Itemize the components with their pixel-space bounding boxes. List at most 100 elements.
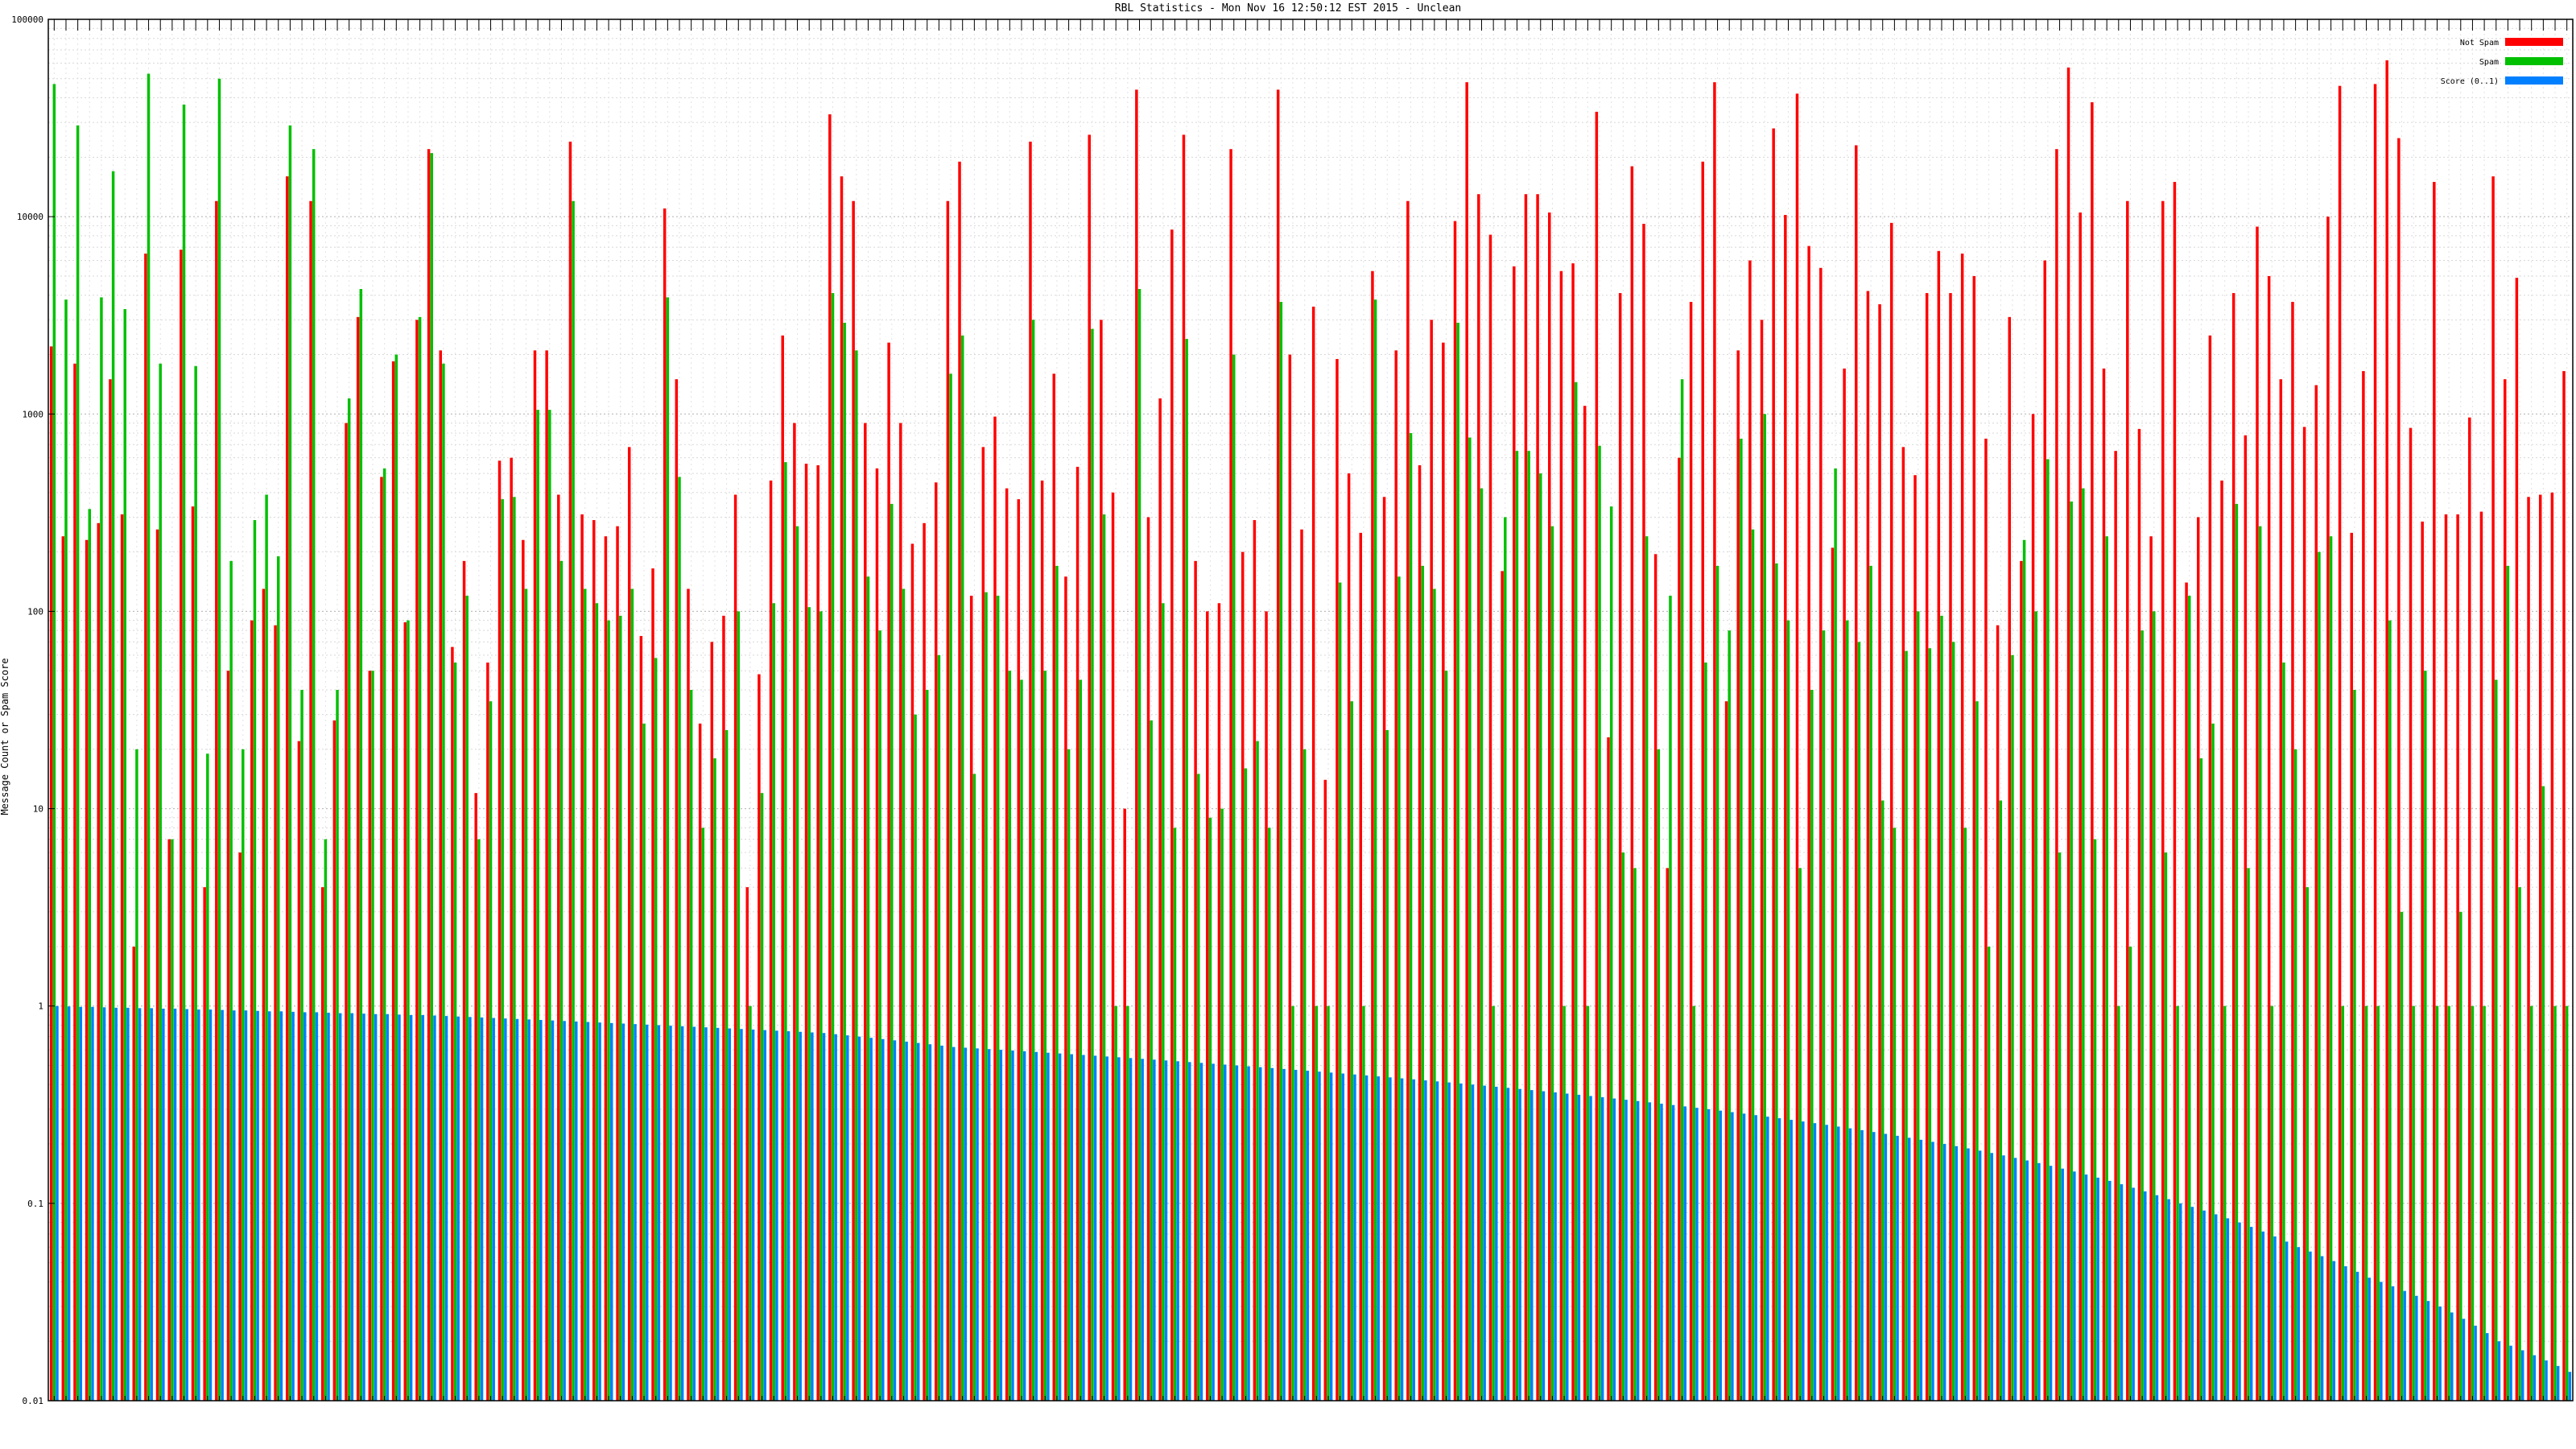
bar-not-spam xyxy=(651,568,654,1401)
bar-score-0-1- xyxy=(940,1045,943,1401)
bar-spam xyxy=(253,520,257,1402)
bar-score-0-1- xyxy=(999,1050,1003,1401)
bar-spam xyxy=(1680,379,1684,1402)
bar-spam xyxy=(159,363,162,1401)
bar-spam xyxy=(2447,1005,2450,1401)
bar-score-0-1- xyxy=(1707,1108,1711,1401)
bar-not-spam xyxy=(1724,701,1728,1401)
bar-score-0-1- xyxy=(704,1027,708,1401)
y-tick-label: 1 xyxy=(38,1001,43,1012)
bar-not-spam xyxy=(2421,521,2424,1402)
bar-spam xyxy=(1810,689,1814,1401)
bar-spam xyxy=(2553,1005,2557,1401)
bar-score-0-1- xyxy=(1176,1061,1179,1401)
bar-spam xyxy=(206,753,209,1401)
bar-not-spam xyxy=(1571,263,1575,1402)
bar-score-0-1- xyxy=(2450,1312,2454,1401)
bar-not-spam xyxy=(1158,398,1162,1401)
bar-not-spam xyxy=(1194,560,1197,1401)
bar-spam xyxy=(1102,514,1106,1401)
bar-spam xyxy=(1137,288,1141,1401)
plot-frame xyxy=(47,19,2574,1402)
bar-not-spam xyxy=(439,350,442,1402)
bar-score-0-1- xyxy=(2509,1345,2512,1401)
bar-spam xyxy=(1928,648,1932,1401)
bar-score-0-1- xyxy=(2309,1251,2312,1401)
bar-score-0-1- xyxy=(1577,1094,1581,1401)
bar-score-0-1- xyxy=(2025,1160,2029,1401)
bar-score-0-1- xyxy=(91,1006,94,1401)
bar-spam xyxy=(713,758,716,1401)
bar-score-0-1- xyxy=(1766,1117,1769,1401)
bar-score-0-1- xyxy=(1424,1080,1427,1401)
y-tick-label: 100000 xyxy=(11,14,43,25)
bar-score-0-1- xyxy=(728,1028,732,1401)
bar-score-0-1- xyxy=(1093,1055,1097,1401)
bar-score-0-1- xyxy=(244,1010,248,1401)
bar-not-spam xyxy=(2397,138,2401,1402)
bar-spam xyxy=(1633,868,1637,1401)
bar-spam xyxy=(1256,741,1259,1401)
bar-not-spam xyxy=(923,522,926,1401)
bar-spam xyxy=(2070,502,2073,1402)
bar-spam xyxy=(1963,828,1967,1401)
bar-spam xyxy=(914,714,917,1401)
bar-score-0-1- xyxy=(2073,1171,2076,1401)
bar-score-0-1- xyxy=(786,1031,791,1401)
bar-spam xyxy=(678,477,681,1401)
legend-swatch xyxy=(2505,57,2563,65)
bar-not-spam xyxy=(1701,161,1704,1402)
bar-score-0-1- xyxy=(2108,1180,2112,1401)
bar-not-spam xyxy=(1300,529,1303,1401)
bar-score-0-1- xyxy=(1282,1068,1286,1401)
legend-label: Score (0..1) xyxy=(2441,77,2499,86)
bar-not-spam xyxy=(934,482,938,1401)
bar-spam xyxy=(890,504,894,1401)
bar-score-0-1- xyxy=(1199,1063,1203,1401)
bar-not-spam xyxy=(627,447,631,1401)
bar-score-0-1- xyxy=(1872,1132,1876,1401)
bar-score-0-1- xyxy=(881,1038,885,1401)
bar-not-spam xyxy=(1052,374,1056,1401)
bar-spam xyxy=(382,468,386,1402)
bar-score-0-1- xyxy=(421,1014,425,1401)
bar-not-spam xyxy=(1123,808,1126,1401)
bar-not-spam xyxy=(1666,868,1670,1401)
legend-swatch xyxy=(2505,38,2563,46)
bar-not-spam xyxy=(1135,89,1138,1401)
bar-spam xyxy=(242,749,245,1401)
bar-score-0-1- xyxy=(1612,1098,1616,1401)
bar-score-0-1- xyxy=(539,1020,543,1401)
bar-not-spam xyxy=(1335,358,1339,1401)
bar-spam xyxy=(1279,301,1283,1401)
bar-spam xyxy=(1397,576,1401,1401)
bar-spam xyxy=(1775,563,1778,1401)
bar-not-spam xyxy=(1760,320,1764,1401)
bar-not-spam xyxy=(1913,475,1917,1401)
bar-spam xyxy=(2235,504,2239,1401)
bar-not-spam xyxy=(557,494,560,1401)
bar-score-0-1- xyxy=(2261,1231,2265,1401)
bar-not-spam xyxy=(722,615,725,1401)
bar-not-spam xyxy=(391,361,395,1401)
bar-spam xyxy=(2424,671,2427,1401)
bar-spam xyxy=(2011,654,2014,1401)
bar-score-0-1- xyxy=(1377,1076,1381,1401)
bar-spam xyxy=(972,774,976,1401)
bar-spam xyxy=(1020,679,1023,1401)
bar-score-0-1- xyxy=(56,1005,59,1401)
y-tick-label: 0.1 xyxy=(27,1199,43,1209)
bar-spam xyxy=(501,499,504,1402)
bar-not-spam xyxy=(1889,222,1893,1402)
bar-score-0-1- xyxy=(2520,1350,2524,1401)
bar-not-spam xyxy=(2515,278,2519,1401)
bar-spam xyxy=(1669,596,1672,1401)
bar-score-0-1- xyxy=(1518,1088,1521,1401)
bar-not-spam xyxy=(368,671,372,1401)
bar-spam xyxy=(902,588,906,1401)
bar-score-0-1- xyxy=(1188,1062,1191,1401)
bar-score-0-1- xyxy=(327,1013,330,1401)
legend-swatch xyxy=(2505,76,2563,85)
bar-not-spam xyxy=(2433,181,2436,1401)
bar-spam xyxy=(1043,671,1047,1401)
